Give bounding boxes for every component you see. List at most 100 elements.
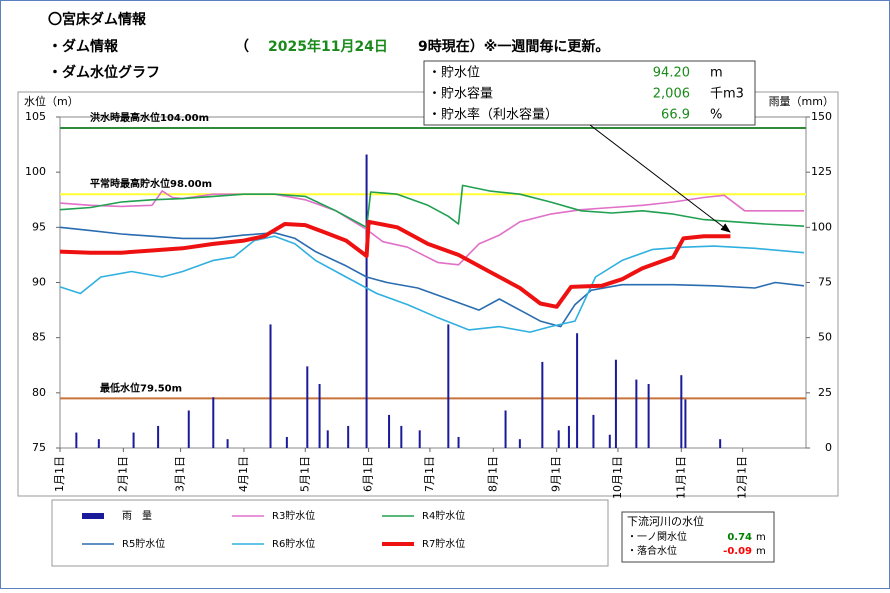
station-unit: m <box>756 532 766 543</box>
update-note: 9時現在）※一週間毎に更新。 <box>418 38 609 55</box>
rain-bar <box>388 414 391 448</box>
x-tick-label: 10月1日 <box>611 456 624 499</box>
info-box <box>423 60 756 126</box>
section-label: ・ダム情報 <box>48 38 119 55</box>
station-value: 0.74 <box>727 532 752 543</box>
x-tick-label: 4月1日 <box>237 456 250 492</box>
y2-tick-label: 150 <box>811 110 832 123</box>
downstream-title: 下流河川の水位 <box>627 514 704 528</box>
rain-bar <box>318 384 321 448</box>
rain-bar <box>226 439 229 448</box>
legend-label: R3貯水位 <box>272 509 315 522</box>
rain-bar <box>75 432 78 448</box>
x-tick-label: 12月1日 <box>736 456 749 499</box>
x-tick-label: 5月1日 <box>298 456 311 492</box>
station-name: ・一ノ関水位 <box>627 530 687 543</box>
info-label: ・貯水位 <box>428 66 480 81</box>
rain-bar <box>541 361 544 448</box>
info-unit: % <box>710 108 722 123</box>
downstream-box <box>621 511 775 563</box>
station-name: ・落合水位 <box>627 544 677 557</box>
rain-bar <box>614 359 617 448</box>
reference-label: 平常時最高貯水位98.00m <box>90 177 212 190</box>
legend-items: 雨 量 R3貯水位 R4貯水位 R5貯水位 R6貯水位 R7貯水位 <box>82 509 465 550</box>
paren: （ <box>235 39 249 55</box>
rain-bar <box>457 436 460 448</box>
rain-bar <box>567 425 570 448</box>
y-tick-label: 90 <box>32 276 46 289</box>
info-value: 2,006 <box>653 87 690 102</box>
rain-bar <box>187 410 190 448</box>
rain-bar <box>347 425 350 448</box>
info-value: 66.9 <box>661 108 690 123</box>
y-tick-label: 85 <box>32 331 46 344</box>
series-line <box>59 235 805 333</box>
rain-bar <box>400 425 403 448</box>
y2-axis-title: 雨量（mm） <box>769 95 834 108</box>
rain-bar <box>518 439 521 448</box>
y2-tick-label: 25 <box>818 386 832 399</box>
series-line <box>59 226 805 328</box>
update-date: 2025年11月24日 <box>268 38 388 55</box>
legend-swatch <box>82 513 104 519</box>
rain-bar <box>97 439 100 448</box>
y-tick-label: 105 <box>25 110 46 123</box>
rain-bar <box>212 397 215 448</box>
x-tick-label: 1月1日 <box>53 456 66 492</box>
x-tick-label: 6月1日 <box>362 456 375 492</box>
reference-label: 最低水位79.50m <box>100 381 182 394</box>
rain-bar <box>365 154 368 448</box>
rain-bar <box>576 333 579 448</box>
y2-tick-label: 125 <box>811 165 832 178</box>
rain-bar <box>326 430 329 448</box>
section-label: ・ダム水位グラフ <box>48 64 160 81</box>
rain-bar <box>719 439 722 448</box>
downstream-items: ・一ノ関水位 0.74 m ・落合水位 -0.09 m <box>627 530 766 557</box>
y2-tick-label: 50 <box>818 331 832 344</box>
rain-bar <box>157 425 160 448</box>
y-tick-label: 100 <box>25 165 46 178</box>
y2-tick-label: 75 <box>818 276 832 289</box>
y-tick-label: 80 <box>32 386 46 399</box>
x-tick-label: 11月1日 <box>674 456 687 499</box>
legend-label: R4貯水位 <box>422 509 465 522</box>
legend-label: 雨 量 <box>122 510 152 522</box>
rain-bar <box>269 324 272 448</box>
legend <box>51 499 609 567</box>
station-value: -0.09 <box>723 546 752 557</box>
x-tick-label: 9月1日 <box>550 456 563 492</box>
series-line <box>59 190 804 266</box>
x-tick-label: 2月1日 <box>116 456 129 492</box>
rain-bar <box>306 366 309 448</box>
rain-bar <box>635 379 638 448</box>
rain-bar <box>557 430 560 448</box>
plot: 75 80 85 90 95 100 105 0 25 50 75 100 125 150 1月1日 2月1日… <box>25 110 832 499</box>
rain-bar <box>684 399 687 448</box>
rain-bar <box>132 432 135 448</box>
info-label: ・貯水容量 <box>428 86 493 102</box>
y2-tick-label: 0 <box>825 441 832 454</box>
reference-label: 洪水時最高水位104.00m <box>90 111 209 124</box>
info-value: 94.20 <box>653 66 690 81</box>
y2-tick-label: 100 <box>811 220 832 233</box>
y-tick-label: 95 <box>32 220 46 233</box>
info-items: ・貯水位 94.20 m ・貯水容量 2,006 千m3 ・貯水率（利水容量） 66.9% <box>428 66 744 123</box>
legend-label: R6貯水位 <box>272 537 315 550</box>
station-unit: m <box>756 546 766 557</box>
info-unit: 千m3 <box>710 87 744 102</box>
legend-label: R5貯水位 <box>122 537 165 550</box>
y-tick-label: 75 <box>32 441 46 454</box>
info-unit: m <box>710 66 723 81</box>
pointer-arrow <box>589 124 731 233</box>
rain-bar <box>608 434 611 448</box>
y-axis-title: 水位（m） <box>24 94 79 108</box>
x-tick-label: 8月1日 <box>486 456 499 492</box>
series-line <box>59 184 805 229</box>
rain-bar <box>418 430 421 448</box>
series-line <box>59 219 731 309</box>
rain-bar <box>680 375 683 448</box>
rain-bar <box>447 324 450 448</box>
rain-bar <box>592 414 595 448</box>
rain-bar <box>285 436 288 448</box>
